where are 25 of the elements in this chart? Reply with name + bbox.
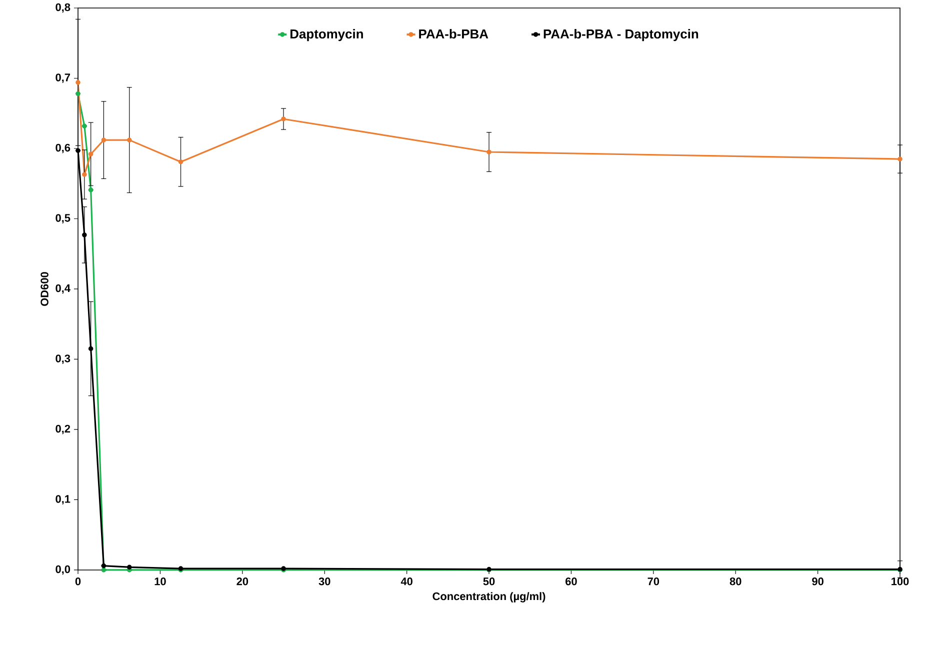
legend-label: Daptomycin (290, 29, 363, 42)
y-tick-label: 0,7 (56, 74, 70, 83)
y-tick-label: 0,3 (56, 354, 70, 364)
y-tick-label: 0,5 (56, 214, 70, 224)
x-tick-label: 100 (892, 578, 909, 586)
y-tick-label: 0,4 (56, 284, 70, 294)
y-tick-label: 0,2 (56, 424, 70, 434)
y-tick-label: 0,6 (56, 144, 70, 154)
x-tick-label: 50 (483, 578, 495, 586)
legend-label: PAA-b-PBA - Daptomycin (544, 29, 698, 42)
x-tick-label: 40 (400, 578, 412, 586)
legend-label: PAA-b-PBA (419, 29, 488, 39)
x-tick-label: 30 (318, 578, 330, 586)
x-tick-label: 10 (154, 578, 166, 586)
x-tick-label: 80 (730, 578, 742, 586)
x-tick-label: 60 (566, 578, 577, 586)
y-axis-title: OD600 (40, 272, 48, 306)
x-tick-label: 70 (648, 578, 660, 586)
y-tick-label: 0,8 (56, 3, 70, 13)
x-tick-label: 20 (236, 578, 248, 586)
y-tick-label: 0,0 (56, 565, 70, 575)
x-axis-title: Concentration (µg/ml) (432, 592, 546, 602)
x-tick-label: 0 (75, 578, 81, 586)
x-tick-label: 90 (812, 578, 824, 586)
y-tick-label: 0,1 (56, 495, 70, 504)
